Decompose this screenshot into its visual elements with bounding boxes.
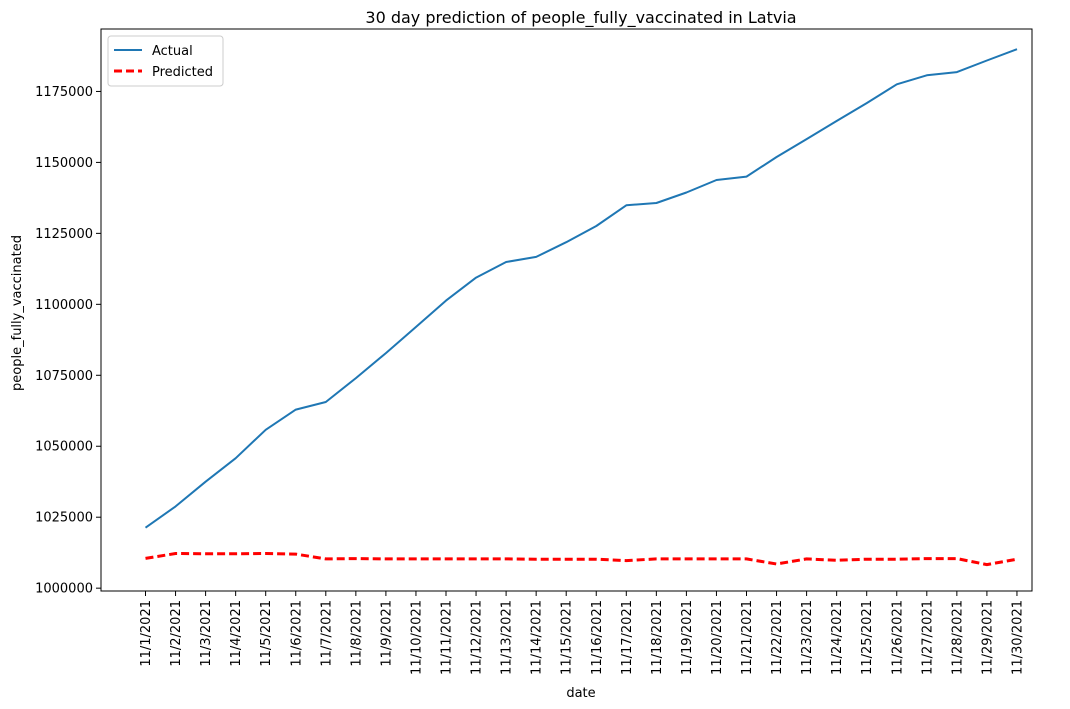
x-tick-label: 11/3/2021 — [199, 600, 214, 667]
x-tick-label: 11/22/2021 — [770, 600, 785, 675]
legend-predicted-label: Predicted — [152, 65, 213, 80]
x-tick-label: 11/15/2021 — [560, 600, 575, 675]
x-tick-label: 11/2/2021 — [169, 600, 184, 667]
x-tick-label: 11/19/2021 — [680, 600, 695, 675]
x-axis-ticks: 11/1/2021 11/2/2021 11/3/2021 11/4/2021 11/5… — [139, 591, 1025, 675]
x-tick-label: 11/9/2021 — [379, 600, 394, 667]
x-tick-label: 11/24/2021 — [830, 600, 845, 675]
x-tick-label: 11/1/2021 — [139, 600, 154, 667]
x-tick-label: 11/14/2021 — [530, 600, 545, 675]
y-tick-label: 1025000 — [35, 511, 93, 526]
series-line-predicted — [145, 552, 1018, 567]
x-tick-label: 11/27/2021 — [920, 600, 935, 675]
x-tick-label: 11/13/2021 — [500, 600, 515, 675]
x-axis-label: date — [566, 686, 595, 701]
x-tick-label: 11/20/2021 — [710, 600, 725, 675]
x-tick-label: 11/10/2021 — [409, 600, 424, 675]
x-tick-label: 11/16/2021 — [590, 600, 605, 675]
x-tick-label: 11/28/2021 — [950, 600, 965, 675]
x-tick-label: 11/25/2021 — [860, 600, 875, 675]
legend: Actual Predicted — [107, 35, 224, 87]
x-tick-label: 11/6/2021 — [289, 600, 304, 667]
y-tick-label: 1125000 — [35, 227, 93, 242]
x-tick-label: 11/5/2021 — [259, 600, 274, 667]
x-tick-label: 11/7/2021 — [319, 600, 334, 667]
x-tick-label: 11/21/2021 — [740, 600, 755, 675]
y-tick-label: 1150000 — [35, 156, 93, 171]
y-axis-label: people_fully_vaccinated — [10, 235, 25, 391]
plot-area-frame — [100, 28, 1033, 592]
y-tick-label: 1100000 — [35, 298, 93, 313]
legend-box — [107, 35, 224, 87]
chart-title: 30 day prediction of people_fully_vaccin… — [365, 8, 796, 28]
x-tick-label: 11/18/2021 — [650, 600, 665, 675]
series-line-actual — [144, 48, 1018, 529]
y-tick-label: 1050000 — [35, 440, 93, 455]
x-tick-label: 11/17/2021 — [620, 600, 635, 675]
x-tick-label: 11/12/2021 — [470, 600, 485, 675]
y-tick-label: 1075000 — [35, 369, 93, 384]
legend-actual-label: Actual — [152, 44, 193, 59]
x-tick-label: 11/30/2021 — [1010, 600, 1025, 675]
x-tick-label: 11/8/2021 — [349, 600, 364, 667]
x-tick-label: 11/26/2021 — [890, 600, 905, 675]
x-tick-label: 11/11/2021 — [440, 600, 455, 675]
x-tick-label: 11/4/2021 — [229, 600, 244, 667]
plot-lines — [144, 48, 1018, 567]
y-tick-label: 1175000 — [35, 85, 93, 100]
x-tick-label: 11/29/2021 — [980, 600, 995, 675]
x-tick-label: 11/23/2021 — [800, 600, 815, 675]
y-axis-ticks: 1000000 1025000 1050000 1075000 1100000 11250… — [35, 85, 101, 597]
y-tick-label: 1000000 — [35, 582, 93, 597]
